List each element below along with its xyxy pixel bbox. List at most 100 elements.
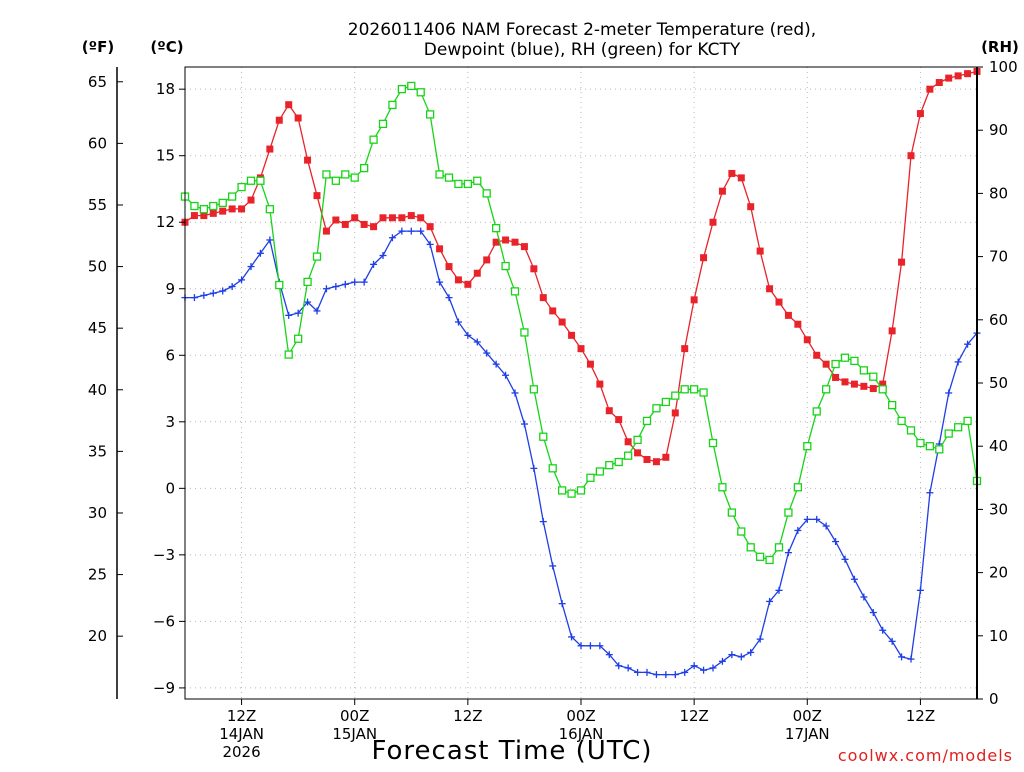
temperature-point [916,110,924,118]
rh-point [209,201,218,211]
dewpoint-point [549,562,557,570]
rh-point [491,224,501,233]
dewpoint-point [370,260,378,268]
dewpoint-point [266,236,274,244]
temperature-point [304,156,312,164]
dewpoint-point [888,637,896,645]
rh-point [444,173,454,182]
temperature-point [200,212,208,220]
dewpoint-point [483,349,491,357]
rh-tick-label: 40 [989,437,1008,455]
rh-tick-label: 30 [989,500,1008,518]
rh-point [425,110,435,119]
rh-point [284,350,293,359]
dewpoint-point [502,371,510,379]
temperature-point [313,192,321,200]
fahrenheit-tick-label: 25 [88,566,107,584]
temperature-point [643,456,651,464]
dewpoint-point [643,668,651,676]
rh-point [548,464,557,473]
rh-point [906,426,916,435]
temperature-point [275,116,283,124]
dewpoint-point [879,626,887,634]
dewpoint-point [926,489,934,497]
dewpoint-point [388,234,396,242]
temperature-point [596,380,604,388]
rh-point [369,135,378,144]
rh-point [784,508,793,517]
rh-point [293,334,303,343]
dewpoint-point [718,657,726,665]
dewpoint-point [662,671,670,679]
temperature-point [502,236,510,244]
dewpoint-point [454,318,462,326]
fahrenheit-tick-label: 40 [88,381,107,399]
axes-layer: 1815129630−3−6−9656055504540353025201009… [88,58,1018,761]
rh-point [925,442,935,451]
rh-point [454,179,463,189]
temperature-point [879,380,887,388]
temperature-point [671,409,679,417]
temperature-point [945,74,953,82]
temperature-point [728,169,736,177]
dewpoint-point [728,651,736,659]
temperature-point [520,243,528,251]
fahrenheit-tick-label: 65 [88,73,107,91]
dewpoint-point [398,227,406,235]
temperature-point [266,145,274,153]
dewpoint-point [341,280,349,288]
temperature-point [832,373,840,381]
dewpoint-point [219,287,227,295]
temperature-point [351,214,359,222]
temperature-point [690,296,698,304]
rh-point [510,287,520,296]
rh-point [944,429,953,438]
celsius-unit-label: (ºC) [150,38,183,56]
rh-tick-label: 60 [989,311,1008,329]
dewpoint-point [605,651,613,659]
rh-tick-label: 10 [989,627,1008,645]
temperature-point [964,70,972,78]
dewpoint-point [351,278,359,286]
rh-point [378,119,388,129]
rh-point [407,81,416,91]
dewpoint-point [634,668,642,676]
rh-point [303,277,312,287]
dewpoint-point [756,635,764,643]
dewpoint-point [775,586,783,594]
fahrenheit-tick-label: 50 [88,258,107,276]
rh-tick-label: 100 [989,58,1018,76]
rh-point [803,442,812,451]
temperature-point [322,227,330,235]
temperature-point [370,223,378,231]
rh-point [359,163,369,173]
celsius-tick-label: −6 [153,612,175,630]
temperature-point [803,336,811,344]
fahrenheit-unit-label: (ºF) [82,38,114,56]
dewpoint-point [945,389,953,397]
temperature-point [813,351,821,359]
grid-lines [185,67,977,699]
dewpoint-point [784,549,792,557]
dewpoint-point [671,671,679,679]
temperature-point [860,382,868,390]
rh-point [539,432,548,441]
temperature-point [681,345,689,353]
temperature-point [558,318,566,326]
dewpoint-point [520,420,528,428]
rh-point [680,385,689,394]
rh-point [765,555,774,565]
dewpoint-point [209,289,217,297]
temperature-point [766,285,774,293]
dewpoint-point [850,575,858,583]
dewpoint-point [379,251,387,259]
celsius-tick-label: −3 [153,546,175,564]
rh-point [869,372,878,381]
dewpoint-point [813,515,821,523]
temperature-point [483,256,491,264]
rh-point [605,461,614,470]
x-tick-label: 12Z [227,707,256,725]
series-layer [180,67,982,679]
